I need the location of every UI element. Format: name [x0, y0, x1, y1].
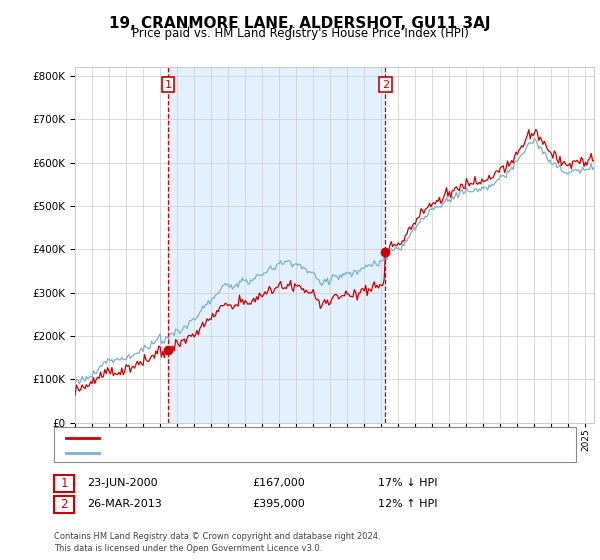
Text: 19, CRANMORE LANE, ALDERSHOT, GU11 3AJ (detached house): 19, CRANMORE LANE, ALDERSHOT, GU11 3AJ (…	[105, 433, 436, 443]
Bar	[168, 67, 385, 423]
Text: 17% ↓ HPI: 17% ↓ HPI	[378, 478, 437, 488]
Text: 1: 1	[164, 80, 172, 90]
Text: 1: 1	[61, 477, 68, 490]
Text: Price paid vs. HM Land Registry's House Price Index (HPI): Price paid vs. HM Land Registry's House …	[131, 27, 469, 40]
Text: 23-JUN-2000: 23-JUN-2000	[87, 478, 158, 488]
Text: £395,000: £395,000	[252, 499, 305, 509]
Text: HPI: Average price, detached house, Rushmoor: HPI: Average price, detached house, Rush…	[105, 449, 350, 458]
Text: 2: 2	[61, 498, 68, 511]
Text: Contains HM Land Registry data © Crown copyright and database right 2024.
This d: Contains HM Land Registry data © Crown c…	[54, 533, 380, 553]
Text: 26-MAR-2013: 26-MAR-2013	[87, 499, 162, 509]
Text: 2: 2	[382, 80, 389, 90]
Text: £167,000: £167,000	[252, 478, 305, 488]
Text: 12% ↑ HPI: 12% ↑ HPI	[378, 499, 437, 509]
Text: 19, CRANMORE LANE, ALDERSHOT, GU11 3AJ: 19, CRANMORE LANE, ALDERSHOT, GU11 3AJ	[109, 16, 491, 31]
